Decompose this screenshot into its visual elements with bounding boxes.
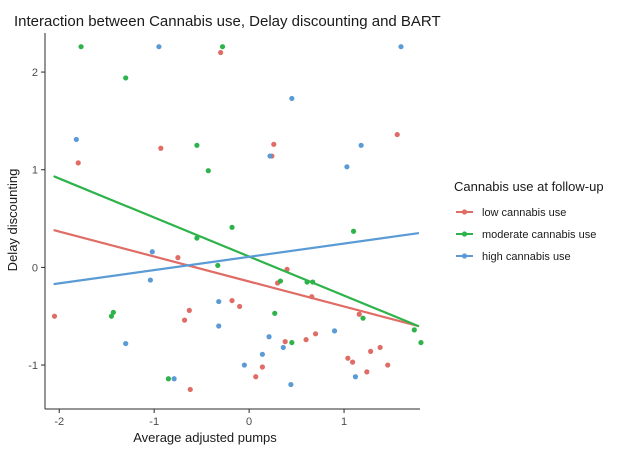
high-point [216, 323, 222, 329]
high-point [123, 340, 129, 347]
legend-item-high: high cannabis use [456, 251, 571, 263]
low-point [394, 131, 400, 138]
low-point [368, 348, 374, 354]
low-point [175, 255, 181, 261]
high-point [288, 381, 294, 388]
moderate-point [229, 224, 235, 230]
high-point [352, 374, 359, 380]
moderate-point [289, 339, 295, 346]
moderate-point [418, 339, 424, 346]
high-point [147, 277, 153, 283]
legend-label: moderate cannabis use [482, 229, 596, 241]
y-tick-label: 2 [32, 67, 38, 79]
moderate-point [165, 376, 172, 382]
low-point [259, 364, 266, 370]
high-point [156, 44, 162, 50]
moderate-point [277, 278, 284, 284]
legend-label: high cannabis use [482, 251, 571, 263]
high-point [149, 249, 155, 255]
high-point [289, 95, 295, 102]
low-point [349, 359, 356, 365]
legend-label: low cannabis use [482, 207, 566, 219]
moderate-point [350, 228, 357, 234]
high-point [259, 351, 266, 357]
low-point [303, 337, 309, 343]
high-point [241, 362, 247, 368]
moderate-point [360, 315, 366, 321]
low-point [186, 307, 192, 313]
low-point [51, 313, 58, 319]
moderate-point [78, 44, 84, 50]
low-point [282, 339, 288, 345]
moderate-trend-line [53, 175, 420, 328]
low-point [364, 369, 370, 375]
low-point [158, 145, 164, 151]
low-point [385, 362, 391, 368]
x-tick-label: 1 [341, 416, 347, 428]
x-tick-label: -2 [54, 416, 64, 428]
low-point [187, 386, 193, 393]
low-point [237, 303, 243, 310]
high-point [331, 328, 338, 334]
low-point [271, 141, 277, 147]
moderate-point [219, 44, 226, 50]
high-point [344, 164, 350, 170]
y-tick-label: 1 [32, 165, 38, 177]
low-trend-line [53, 229, 420, 328]
legend-key-dot [461, 209, 468, 215]
high-point [398, 44, 404, 50]
moderate-point [108, 313, 115, 319]
legend: Cannabis use at follow-up low cannabis u… [454, 179, 604, 263]
moderate-point [411, 327, 417, 333]
moderate-point [110, 309, 116, 315]
plot-area: -2 -1 0 1 -1 0 1 2 [28, 33, 424, 428]
legend-item-low: low cannabis use [456, 207, 566, 219]
low-point [377, 344, 383, 351]
high-point [216, 298, 222, 305]
high-trend-line [53, 232, 420, 286]
high-point [266, 334, 272, 340]
low-point [356, 311, 362, 317]
x-tick-label: -1 [149, 416, 159, 428]
moderate-point [123, 75, 129, 81]
high-point [73, 136, 79, 143]
chart-title: Interaction between Cannabis use, Delay … [14, 13, 441, 30]
x-axis-title: Average adjusted pumps [133, 430, 277, 445]
moderate-point [194, 142, 200, 148]
low-point [181, 317, 188, 323]
low-point [253, 374, 259, 380]
low-point [229, 297, 235, 304]
y-axis-title: Delay discounting [5, 169, 20, 272]
high-point [171, 376, 177, 382]
legend-title: Cannabis use at follow-up [454, 179, 604, 194]
x-tick-label: 0 [246, 416, 252, 428]
high-point [358, 142, 364, 148]
low-point [345, 355, 351, 361]
moderate-point [205, 168, 211, 174]
moderate-point [272, 310, 278, 316]
legend-item-moderate: moderate cannabis use [456, 229, 596, 241]
low-point [312, 331, 319, 337]
legend-key-dot [461, 253, 468, 259]
y-tick-label: 0 [32, 262, 38, 274]
low-point [218, 49, 224, 56]
moderate-point [215, 262, 221, 269]
y-tick-label: -1 [28, 360, 38, 372]
legend-key-dot [461, 231, 468, 237]
low-point [75, 160, 81, 166]
high-point [267, 153, 273, 159]
high-point [280, 344, 286, 351]
